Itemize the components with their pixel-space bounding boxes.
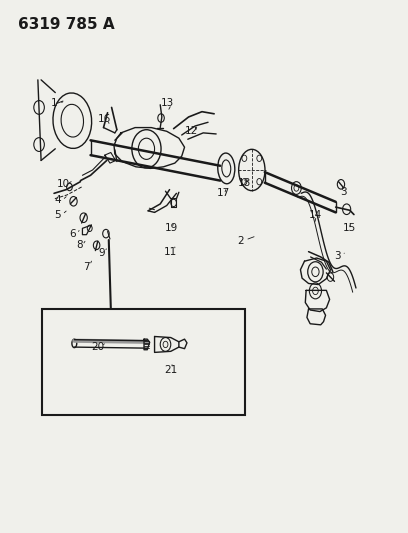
Bar (42, 309, 244, 415)
Text: 10: 10 (56, 179, 69, 189)
Text: 11: 11 (164, 247, 177, 257)
Text: 14: 14 (309, 209, 322, 220)
Text: 4: 4 (54, 195, 61, 205)
Text: 5: 5 (54, 209, 61, 220)
Text: 3: 3 (341, 187, 347, 197)
Text: 6319 785 A: 6319 785 A (18, 17, 114, 33)
Ellipse shape (72, 339, 77, 348)
Text: 12: 12 (184, 126, 197, 136)
Text: 17: 17 (217, 188, 230, 198)
Text: 7: 7 (83, 262, 90, 271)
Text: 16: 16 (98, 114, 111, 124)
Text: 1: 1 (51, 98, 58, 108)
Text: 9: 9 (99, 248, 105, 259)
Text: 2: 2 (237, 236, 244, 246)
Text: 19: 19 (165, 223, 178, 233)
Text: 3: 3 (335, 251, 341, 261)
Text: 15: 15 (343, 223, 357, 233)
Text: 13: 13 (161, 98, 174, 108)
Text: 18: 18 (238, 177, 251, 188)
Text: 20: 20 (91, 342, 104, 352)
Text: 6: 6 (69, 229, 75, 239)
Text: 8: 8 (76, 240, 82, 251)
Text: 21: 21 (164, 365, 177, 375)
